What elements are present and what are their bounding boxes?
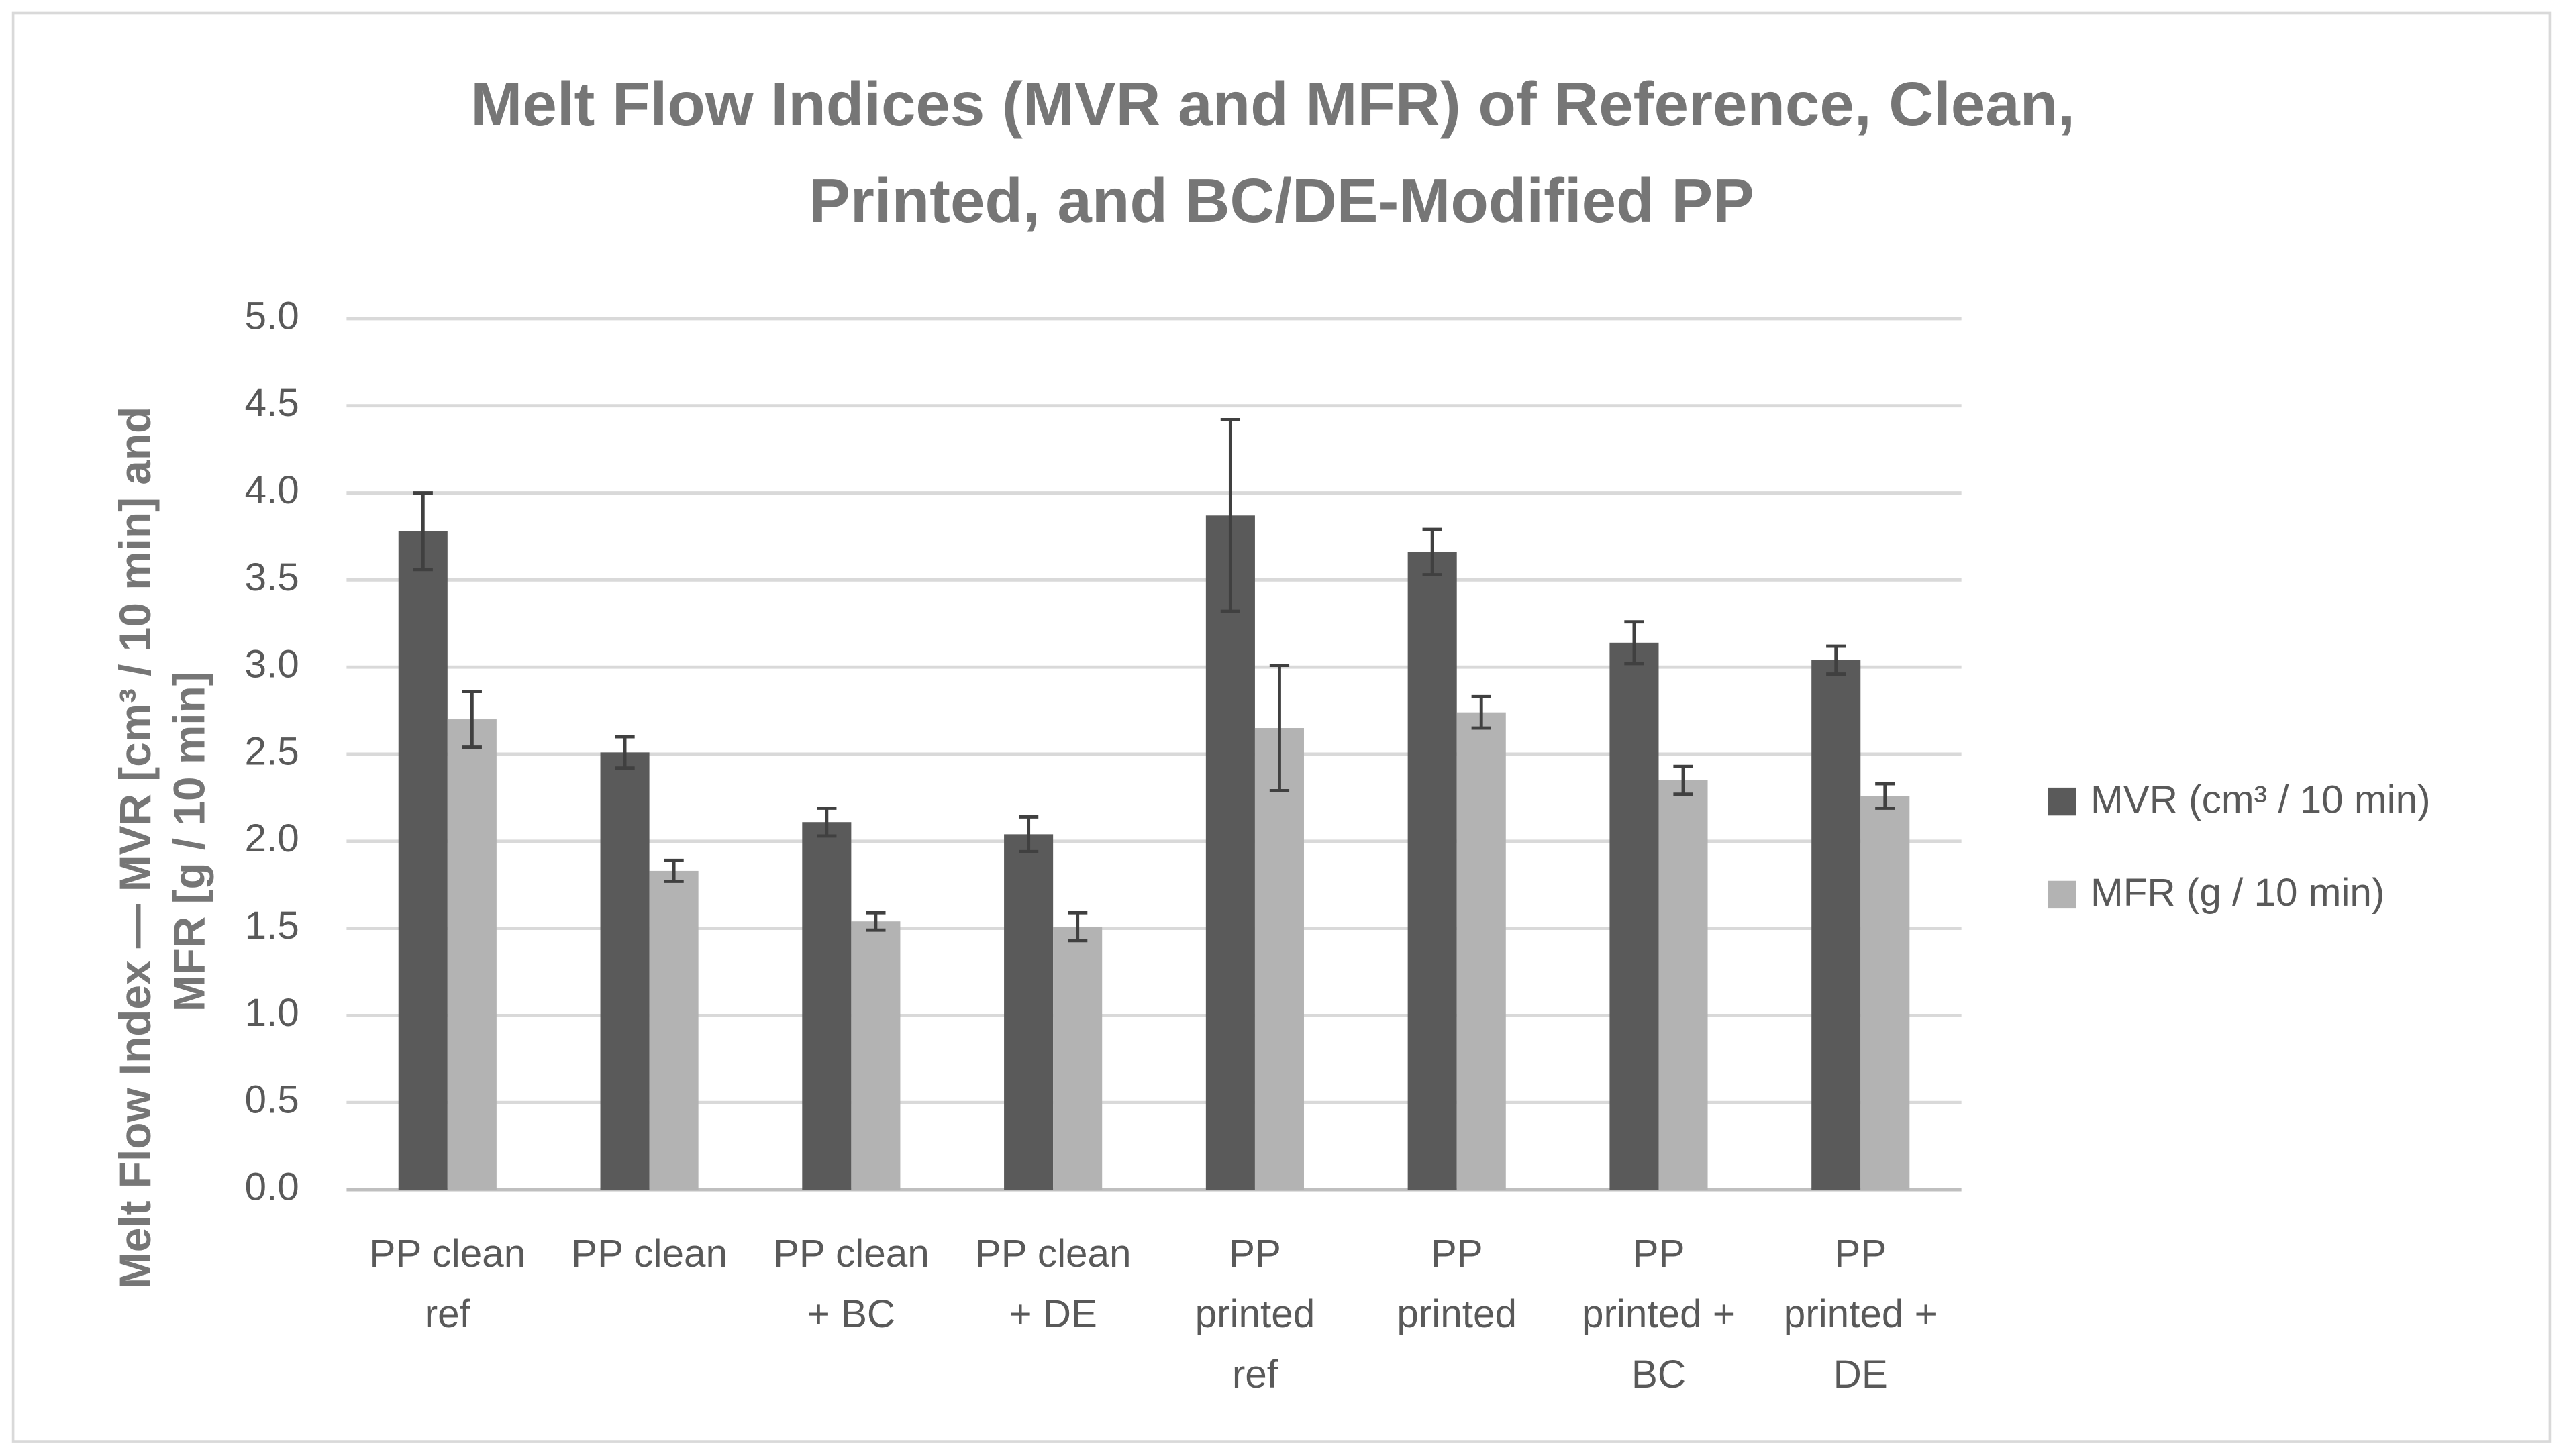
error-bar [866,911,886,932]
bar [1860,796,1910,1190]
title-line: Printed, and BC/DE-Modified PP [809,166,1754,236]
x-tick-label-line: PP [1632,1232,1685,1276]
x-tick-label-line: PP [1431,1232,1483,1276]
error-bar [1624,620,1644,666]
bar [1609,642,1659,1190]
x-tick-label: PP printed + BC [1582,1232,1736,1396]
error-bar [1673,764,1693,796]
error-bar [413,491,433,572]
x-tick-label-line: BC [1631,1353,1686,1397]
x-tick-label-line: PP clean [369,1232,525,1276]
x-tick-label-line: DE [1833,1353,1888,1397]
x-tick-label-line: + DE [1009,1292,1097,1336]
x-tick-label: PP clean ref [369,1232,525,1336]
x-tick-label-line: ref [425,1292,471,1336]
legend-label: MVR (cm³ / 10 min) [2091,778,2430,821]
x-tick-label-line: PP [1229,1232,1281,1276]
bar [1004,834,1054,1190]
error-bar [1826,644,1846,676]
legend-swatch [2048,787,2076,816]
bar [1205,515,1255,1190]
x-tick-label-line: printed + [1784,1292,1938,1336]
x-tick-label-line: ref [1232,1353,1278,1397]
bar [1456,712,1506,1190]
bar [398,531,448,1190]
bar [1254,728,1304,1190]
y-tick-label: 0.5 [245,1078,299,1122]
error-bar [462,690,482,749]
bar [447,719,497,1190]
legend-label: MFR (g / 10 min) [2091,871,2384,915]
error-bar [1269,664,1290,792]
title-line: Melt Flow Indices (MVR and MFR) of Refer… [470,70,2075,140]
error-bar [1471,694,1491,730]
y-tick-label: 1.5 [245,904,299,947]
x-tick-label-line: printed [1397,1292,1517,1336]
error-bar [664,858,684,883]
error-bar [1875,782,1895,810]
x-tick-label-line: printed [1195,1292,1315,1336]
x-tick-label: PP clean + DE [975,1232,1132,1336]
bar [851,921,901,1190]
error-bar [1220,418,1241,613]
y-axis-title: Melt Flow Index — MVR [cm³ / 10 min] and… [110,395,213,1289]
error-bar [1018,815,1039,853]
y-tick-label: 5.0 [245,294,299,337]
x-tick-label-line: PP clean [571,1232,727,1276]
error-bar [817,807,837,838]
bar [1658,780,1708,1190]
x-tick-label-line: PP clean [975,1232,1132,1276]
error-bar [1422,527,1442,576]
y-axis-title-line: Melt Flow Index — MVR [cm³ / 10 min] and [110,407,160,1289]
bar [1407,552,1457,1190]
x-tick-label-line: PP clean [773,1232,929,1276]
legend-swatch [2048,880,2076,909]
x-tick-label: PP printed + DE [1784,1232,1938,1396]
bar [1053,926,1103,1190]
x-tick-label-line: printed + [1582,1292,1736,1336]
y-tick-label: 4.5 [245,381,299,425]
chart-title: Melt Flow Indices (MVR and MFR) of Refer… [470,70,2092,236]
error-bar [1068,911,1088,943]
y-tick-label: 0.0 [245,1165,299,1208]
bar [649,870,699,1190]
x-tick-label-line: + BC [807,1292,896,1336]
x-tick-label: PP printed [1397,1232,1517,1336]
bar [802,822,852,1190]
y-axis-title-line: MFR [g / 10 min] [164,671,214,1012]
y-tick-label: 3.0 [245,643,299,686]
y-tick-label: 3.5 [245,556,299,599]
y-tick-label: 2.5 [245,729,299,773]
y-tick-label: 4.0 [245,468,299,512]
x-tick-label: PP clean + BC [773,1232,929,1336]
x-tick-label: PP clean [571,1232,727,1276]
y-tick-label: 1.0 [245,991,299,1035]
bar [600,752,650,1190]
y-tick-label: 2.0 [245,817,299,860]
bar [1811,660,1861,1190]
error-bar [615,735,635,770]
x-tick-label: PP printed ref [1195,1232,1315,1396]
x-tick-label-line: PP [1834,1232,1887,1276]
